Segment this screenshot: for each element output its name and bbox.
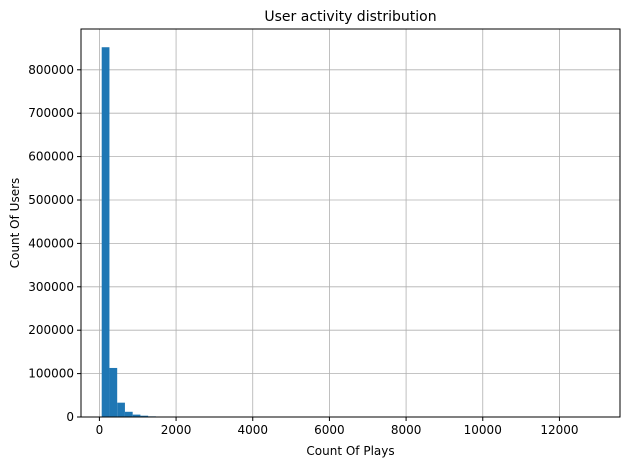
y-tick-label: 800000 — [28, 63, 74, 77]
x-tick-label: 0 — [96, 423, 104, 437]
y-axis-label: Count Of Users — [8, 178, 22, 269]
plot-frame — [81, 29, 620, 417]
y-tick-label: 300000 — [28, 280, 74, 294]
x-tick-label: 4000 — [237, 423, 268, 437]
y-tick-label: 700000 — [28, 106, 74, 120]
y-tick-label: 0 — [66, 410, 74, 424]
histogram-bar — [125, 412, 133, 417]
y-tick-label: 600000 — [28, 150, 74, 164]
chart-title: User activity distribution — [264, 9, 436, 25]
histogram-bar — [102, 47, 110, 417]
x-tick-label: 10000 — [464, 423, 502, 437]
y-tick-label: 400000 — [28, 236, 74, 250]
x-axis-label: Count Of Plays — [306, 444, 394, 458]
bars — [102, 47, 179, 417]
y-tick-label: 500000 — [28, 193, 74, 207]
histogram-bar — [109, 368, 117, 417]
histogram-bar — [117, 403, 125, 417]
y-tick-label: 100000 — [28, 367, 74, 381]
grid — [81, 29, 620, 417]
x-tick-label: 8000 — [391, 423, 422, 437]
x-tick-label: 6000 — [314, 423, 345, 437]
x-tick-label: 12000 — [540, 423, 578, 437]
x-tick-label: 2000 — [161, 423, 192, 437]
y-tick-label: 200000 — [28, 323, 74, 337]
